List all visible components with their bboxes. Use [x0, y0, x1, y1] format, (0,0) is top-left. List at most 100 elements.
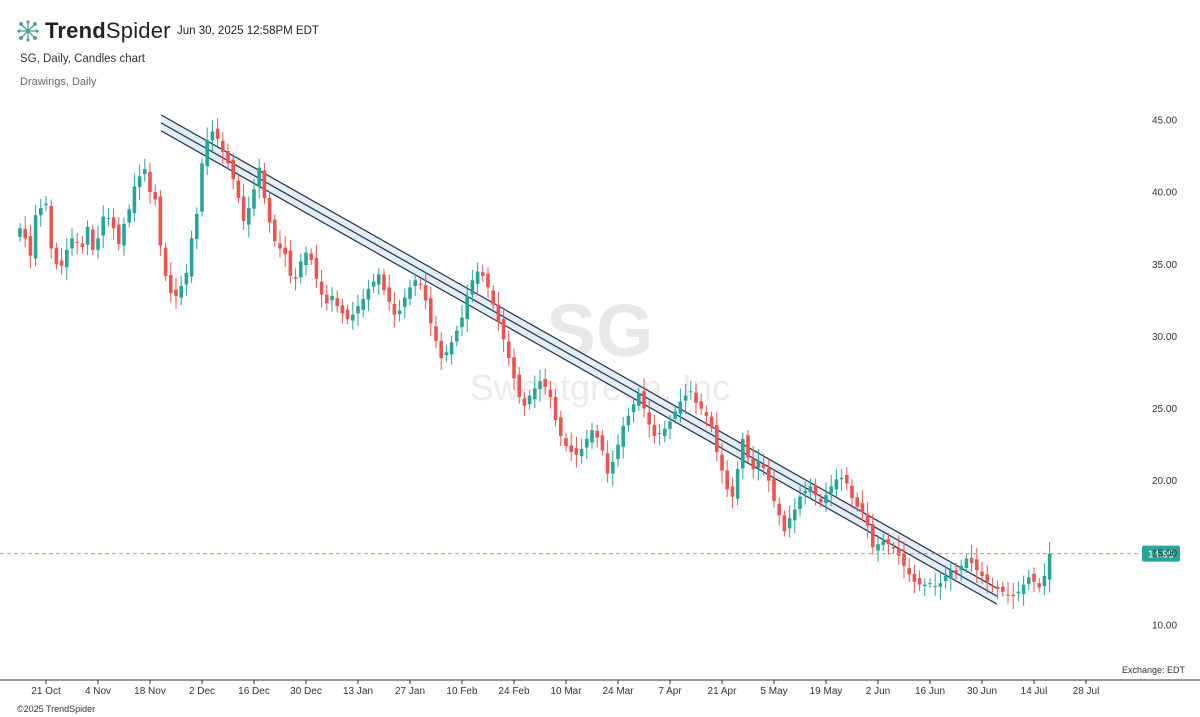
y-tick-label: 45.00	[1152, 116, 1177, 127]
candle	[434, 316, 438, 349]
candle	[725, 460, 729, 498]
candle	[647, 400, 651, 438]
candle	[210, 120, 215, 154]
candle	[267, 191, 272, 233]
candle	[1027, 569, 1031, 591]
candle	[288, 240, 293, 284]
trend-channel-lower[interactable]	[160, 130, 998, 605]
x-tick-label: 24 Mar	[602, 686, 634, 697]
candle	[59, 247, 64, 275]
candle	[345, 304, 350, 325]
candle	[699, 393, 703, 415]
candle	[80, 235, 85, 254]
candles	[18, 118, 1052, 609]
candle	[397, 300, 402, 322]
candle	[938, 571, 943, 600]
candle	[54, 242, 59, 270]
candle	[309, 248, 313, 266]
candle	[85, 220, 90, 256]
candle	[501, 307, 506, 353]
candle	[850, 479, 854, 509]
candle	[793, 498, 797, 534]
x-tick-label: 21 Apr	[708, 686, 738, 697]
candle	[356, 294, 360, 327]
candle	[1016, 581, 1021, 601]
candle	[340, 299, 345, 324]
candle	[299, 253, 303, 284]
candle	[252, 179, 256, 217]
candle	[689, 381, 693, 400]
candle	[184, 263, 189, 297]
candle	[871, 513, 875, 555]
trendspider-logo: TrendSpider	[16, 18, 171, 44]
candle	[106, 207, 111, 227]
candle	[751, 446, 755, 479]
candle	[481, 264, 485, 283]
trend-channel-middle[interactable]	[160, 122, 998, 597]
candle	[579, 438, 584, 464]
candle	[569, 432, 573, 461]
candle	[101, 205, 105, 249]
candle	[1037, 578, 1041, 593]
candle	[127, 204, 131, 228]
candle	[273, 214, 277, 247]
candle	[621, 416, 625, 459]
candle	[148, 162, 152, 204]
candle	[491, 285, 495, 310]
candle	[933, 573, 937, 596]
candle	[954, 562, 958, 580]
candle	[564, 433, 568, 452]
candle	[907, 557, 911, 583]
candle	[439, 331, 443, 370]
current-price-line: 14.95	[0, 545, 1180, 562]
x-tick-label: 19 May	[810, 686, 843, 697]
y-axis: 10.00 15.00 20.00 25.00 30.00 35.00 40.00 45.00	[1152, 116, 1177, 632]
trend-channel[interactable]	[160, 114, 998, 605]
candle	[137, 164, 142, 200]
trendspider-logo-icon	[17, 20, 39, 42]
candle	[704, 405, 709, 427]
candle	[241, 183, 246, 230]
candle	[782, 510, 787, 537]
watermark-ticker: SG	[547, 289, 654, 372]
candle	[559, 410, 563, 447]
candle	[678, 388, 683, 423]
candle	[923, 578, 927, 597]
candle	[262, 162, 267, 205]
candle	[616, 434, 620, 467]
y-tick-label: 25.00	[1152, 404, 1177, 415]
candle	[969, 545, 974, 572]
candle	[325, 284, 329, 311]
trend-channel-upper[interactable]	[160, 114, 998, 589]
x-tick-label: 10 Mar	[550, 686, 582, 697]
candle	[226, 143, 230, 170]
candle	[143, 158, 147, 182]
candle	[611, 450, 615, 487]
x-tick-label: 2 Dec	[189, 686, 215, 697]
candle	[221, 131, 225, 164]
candle	[314, 244, 319, 288]
candle	[709, 411, 714, 433]
x-tick-label: 18 Nov	[134, 686, 166, 697]
x-tick-label: 30 Jun	[967, 686, 997, 697]
candle	[23, 216, 27, 248]
y-tick-label: 10.00	[1152, 621, 1177, 632]
candle	[319, 270, 324, 308]
candle	[429, 286, 433, 337]
candle	[169, 262, 173, 303]
x-tick-label: 16 Jun	[915, 686, 945, 697]
candle	[382, 269, 386, 296]
candle	[236, 175, 241, 203]
candle	[595, 424, 599, 448]
candle	[673, 406, 677, 424]
y-tick-label: 15.00	[1152, 548, 1177, 559]
candle	[455, 325, 459, 347]
candle	[70, 228, 74, 257]
brand-name: TrendSpider	[45, 18, 171, 43]
candle	[891, 542, 896, 554]
candle	[574, 436, 579, 468]
candle	[590, 422, 594, 449]
candle	[517, 367, 521, 404]
candle	[803, 481, 807, 505]
